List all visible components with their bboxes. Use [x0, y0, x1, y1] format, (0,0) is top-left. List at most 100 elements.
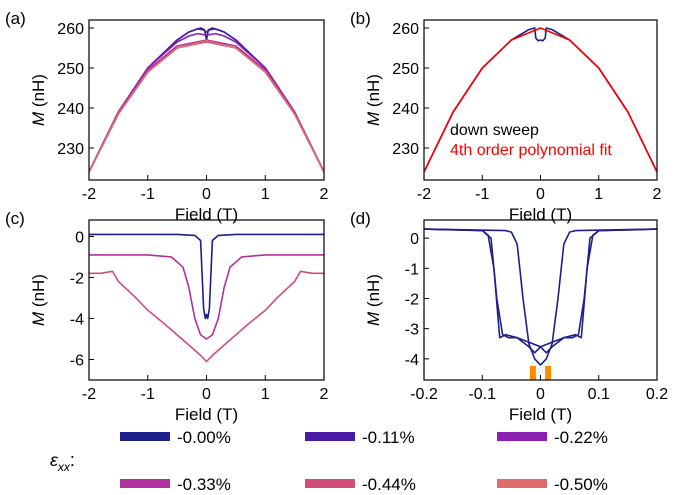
series-line-1: [89, 233, 324, 320]
y-axis-label-unit: (nH): [29, 74, 48, 112]
y-tick-label: -2: [405, 291, 419, 308]
plot-frame: [423, 219, 658, 381]
legend-symbol-subscript: xx: [57, 460, 71, 474]
x-tick-label: 0: [202, 186, 211, 203]
y-tick-label: 240: [392, 101, 419, 118]
chart-panel-3: -2 -1 0 1 2 -6 -4 -2 0 Field (T) M (nH) (c): [5, 209, 329, 424]
y-axis-label-symbol: M: [29, 311, 48, 326]
y-axis-label: M (nH): [29, 74, 48, 126]
series-line-3: [89, 32, 324, 173]
legend-label-2: -0.11%: [362, 428, 415, 447]
x-tick-label: -0.1: [468, 386, 496, 403]
marker-bar-2: [545, 366, 552, 380]
x-axis-label: Field (T): [509, 405, 572, 424]
y-tick-label: 240: [57, 101, 84, 118]
legend-symbol-epsilon: ε: [50, 450, 59, 470]
y-tick-label: 260: [392, 21, 419, 38]
y-tick-label: -6: [70, 352, 84, 369]
x-tick-label: 1: [594, 186, 603, 203]
series-line-6: [89, 39, 324, 173]
x-tick-label: 0: [536, 186, 545, 203]
x-tick-label: 0: [202, 386, 211, 403]
panel-label: (c): [5, 209, 25, 228]
series-line-1: [89, 27, 324, 173]
y-tick-label: 0: [410, 231, 419, 248]
chart-panel-2: -2 -1 0 1 2 230 240 250 260 Field (T) M (nH) (b) dow…: [350, 9, 662, 224]
series-line-3: [89, 270, 324, 363]
x-tick-label: 1: [261, 186, 270, 203]
marker-bar-1: [529, 366, 536, 380]
series-line-2: [424, 228, 657, 354]
x-tick-label: -1: [141, 186, 155, 203]
legend-strain-symbol: εxx:: [50, 450, 75, 474]
y-axis-label-unit: (nH): [364, 74, 383, 112]
legend-swatch-6: [497, 479, 547, 488]
legend-swatch-3: [497, 432, 547, 441]
legend-swatch-4: [120, 479, 170, 488]
y-axis-label-unit: (nH): [364, 274, 383, 312]
y-axis-label: M (nH): [29, 274, 48, 326]
legend-label-3: -0.22%: [554, 428, 608, 447]
y-axis-label-symbol: M: [364, 111, 383, 126]
y-axis-label-unit: (nH): [29, 274, 48, 312]
y-axis-label: M (nH): [364, 274, 383, 326]
y-axis-label-symbol: M: [364, 311, 383, 326]
panel-label: (a): [5, 9, 26, 28]
panel-label: (b): [350, 9, 371, 28]
y-tick-label: -4: [405, 352, 419, 369]
y-tick-label: 0: [75, 229, 84, 246]
x-axis-label: Field (T): [509, 205, 572, 224]
x-tick-label: -1: [475, 186, 489, 203]
y-tick-label: 230: [57, 141, 84, 158]
x-tick-label: -2: [82, 386, 96, 403]
x-axis-label: Field (T): [175, 405, 238, 424]
series-line-3: [424, 228, 657, 366]
x-tick-label: 0.2: [646, 386, 668, 403]
x-tick-label: 2: [320, 186, 329, 203]
series-group: [424, 228, 657, 366]
x-tick-label: 0: [536, 386, 545, 403]
x-tick-label: 2: [653, 186, 662, 203]
y-tick-label: 250: [57, 61, 84, 78]
legend-label-1: -0.00%: [177, 428, 231, 447]
series-group: [89, 233, 324, 363]
series-line-2: [89, 27, 324, 173]
annotation-1: down sweep: [450, 122, 539, 139]
series-line-1: [424, 228, 657, 354]
x-tick-label: 0.1: [588, 386, 610, 403]
series-line-2: [424, 27, 657, 173]
x-tick-label: -1: [141, 386, 155, 403]
y-tick-label: 230: [392, 141, 419, 158]
series-line-2: [89, 254, 324, 340]
legend-label-5: -0.44%: [362, 475, 416, 494]
y-tick-label: -1: [405, 261, 419, 278]
y-tick-label: 250: [392, 61, 419, 78]
legend-symbol-colon: :: [70, 450, 75, 470]
x-tick-label: -0.2: [410, 386, 438, 403]
y-tick-label: -2: [70, 270, 84, 287]
series-group: [89, 27, 324, 173]
x-tick-label: -2: [417, 186, 431, 203]
x-axis-label: Field (T): [175, 205, 238, 224]
legend-swatch-5: [305, 479, 355, 488]
legend-swatch-2: [305, 432, 355, 441]
panel-label: (d): [350, 209, 371, 228]
x-tick-label: -2: [82, 186, 96, 203]
x-tick-label: 1: [261, 386, 270, 403]
plot-frame: [88, 219, 325, 381]
x-tick-label: 2: [320, 386, 329, 403]
legend-label-6: -0.50%: [554, 475, 608, 494]
chart-panel-1: -2 -1 0 1 2 230 240 250 260 Field (T) M (nH) (a): [5, 9, 329, 224]
legend-label-4: -0.33%: [177, 475, 231, 494]
legend-swatch-1: [120, 432, 170, 441]
y-axis-label-symbol: M: [29, 111, 48, 126]
y-tick-label: -3: [405, 322, 419, 339]
series-group: [424, 27, 657, 173]
y-axis-label: M (nH): [364, 74, 383, 126]
y-tick-label: 260: [57, 21, 84, 38]
y-tick-label: -4: [70, 311, 84, 328]
annotation-2: 4th order polynomial fit: [450, 142, 612, 159]
